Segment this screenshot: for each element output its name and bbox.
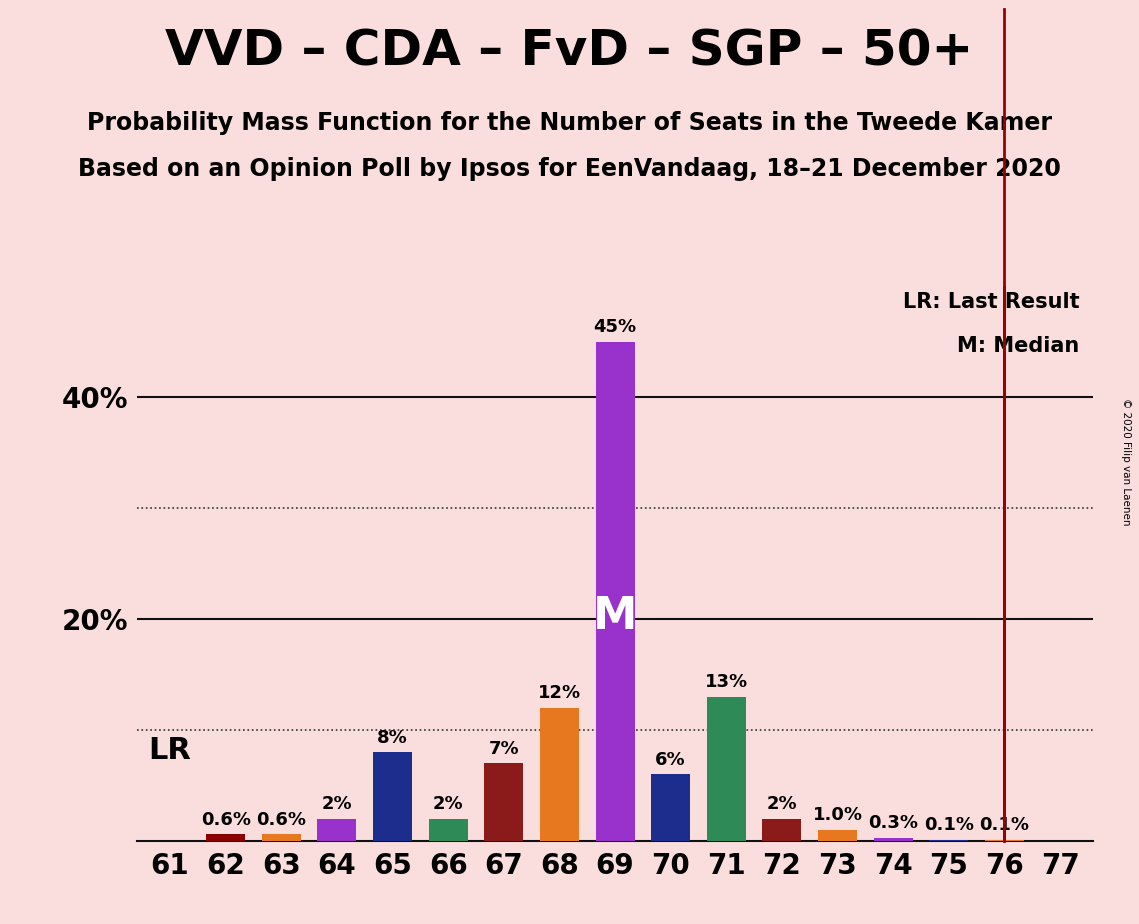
Bar: [985, 840, 1024, 841]
Text: 12%: 12%: [538, 685, 581, 702]
Bar: [206, 834, 245, 841]
Bar: [540, 708, 579, 841]
Bar: [318, 819, 357, 841]
Bar: [818, 830, 857, 841]
Text: 0.3%: 0.3%: [868, 814, 918, 832]
Text: 8%: 8%: [377, 729, 408, 747]
Bar: [262, 834, 301, 841]
Text: 2%: 2%: [321, 796, 352, 813]
Text: 0.1%: 0.1%: [924, 816, 974, 834]
Bar: [874, 837, 912, 841]
Text: M: Median: M: Median: [957, 336, 1080, 357]
Text: M: M: [593, 595, 637, 638]
Bar: [596, 342, 634, 841]
Bar: [652, 774, 690, 841]
Text: 0.6%: 0.6%: [200, 810, 251, 829]
Bar: [707, 697, 746, 841]
Text: 13%: 13%: [705, 674, 748, 691]
Text: Probability Mass Function for the Number of Seats in the Tweede Kamer: Probability Mass Function for the Number…: [87, 111, 1052, 135]
Text: 0.1%: 0.1%: [980, 816, 1030, 834]
Text: 1.0%: 1.0%: [812, 807, 862, 824]
Bar: [374, 752, 412, 841]
Text: 2%: 2%: [433, 796, 464, 813]
Text: 6%: 6%: [655, 751, 686, 769]
Text: 45%: 45%: [593, 319, 637, 336]
Text: LR: LR: [148, 736, 190, 764]
Text: 7%: 7%: [489, 740, 519, 758]
Bar: [929, 840, 968, 841]
Text: 0.6%: 0.6%: [256, 810, 306, 829]
Bar: [762, 819, 802, 841]
Text: VVD – CDA – FvD – SGP – 50+: VVD – CDA – FvD – SGP – 50+: [165, 28, 974, 76]
Text: © 2020 Filip van Laenen: © 2020 Filip van Laenen: [1121, 398, 1131, 526]
Text: Based on an Opinion Poll by Ipsos for EenVandaag, 18–21 December 2020: Based on an Opinion Poll by Ipsos for Ee…: [79, 157, 1060, 181]
Text: LR: Last Result: LR: Last Result: [903, 292, 1080, 312]
Text: 2%: 2%: [767, 796, 797, 813]
Bar: [428, 819, 468, 841]
Bar: [484, 763, 523, 841]
